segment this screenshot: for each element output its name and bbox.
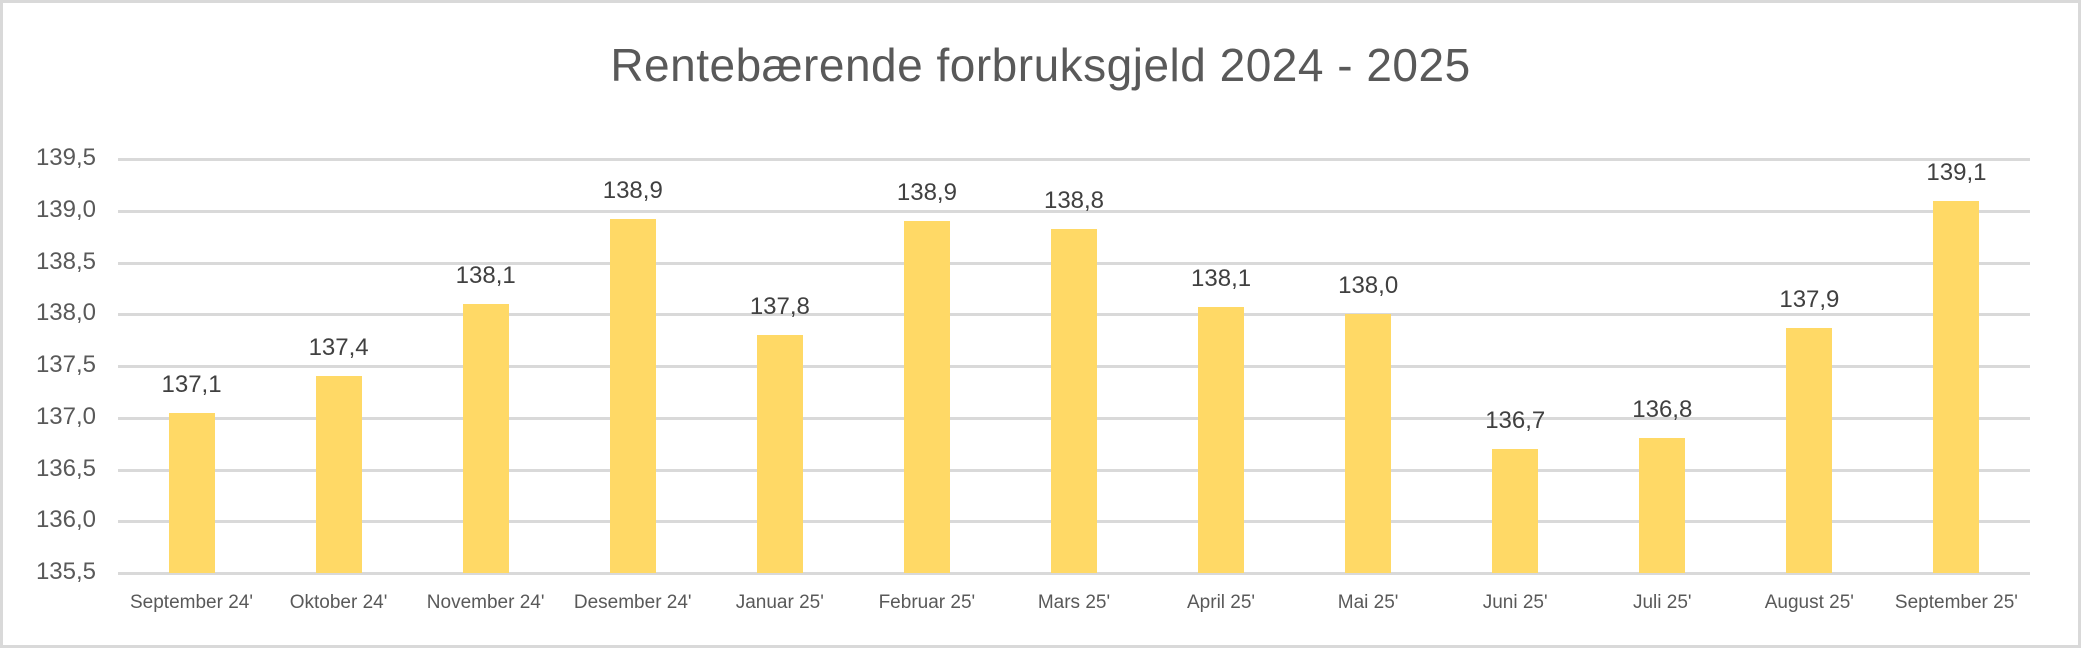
bar	[168, 412, 215, 573]
x-tick-label: November 24'	[426, 592, 545, 613]
bar	[1345, 314, 1392, 573]
y-tick-label: 138,5	[35, 247, 96, 275]
data-label: 138,0	[1338, 272, 1399, 300]
y-tick-label: 138,0	[35, 299, 96, 327]
x-tick-label: Januar 25'	[735, 592, 824, 613]
gridline	[118, 572, 2030, 575]
chart-title: Rentebærende forbruksgjeld 2024 - 2025	[610, 39, 1471, 91]
data-label: 138,8	[1043, 187, 1105, 215]
x-tick-label: Juli 25'	[1632, 592, 1692, 613]
bar	[315, 376, 362, 573]
data-label: 137,9	[1779, 285, 1840, 313]
y-tick-label: 139,0	[35, 195, 96, 223]
y-tick-label: 139,5	[35, 144, 96, 171]
bar	[609, 219, 656, 573]
bar	[1786, 327, 1833, 573]
bar	[1198, 307, 1245, 573]
y-tick-label: 137,5	[35, 351, 96, 378]
x-tick-label: April 25'	[1187, 592, 1256, 613]
x-tick-label: Desember 24'	[573, 592, 692, 613]
bar	[756, 334, 803, 573]
data-label: 138,9	[602, 177, 663, 205]
gridline	[118, 209, 2030, 213]
plot-area: 137,1 September 24' 137,4 Oktober 24' 138,1 N…	[118, 0, 2030, 648]
x-tick-label: September 25'	[1894, 592, 2018, 613]
bar	[1639, 438, 1686, 573]
x-tick-label: August 25'	[1764, 592, 1854, 613]
gridline	[118, 158, 2030, 161]
x-tick-label: Februar 25'	[878, 592, 976, 613]
bar	[903, 221, 950, 573]
bar	[462, 303, 509, 573]
y-tick-label: 137,0	[35, 402, 96, 430]
data-label: 137,4	[308, 334, 369, 362]
data-label: 137,1	[161, 370, 222, 398]
x-tick-label: Mai 25'	[1337, 592, 1399, 613]
x-tick-label: Oktober 24'	[289, 592, 388, 613]
data-label: 138,9	[896, 179, 957, 207]
x-tick-label: Mars 25'	[1037, 592, 1111, 613]
data-label: 138,1	[455, 261, 516, 289]
data-label: 136,8	[1632, 396, 1693, 424]
x-tick-label: Juni 25'	[1482, 592, 1548, 613]
bar	[1051, 229, 1097, 573]
data-label: 139,1	[1926, 159, 1987, 187]
y-tick-label: 136,5	[35, 454, 96, 482]
data-label: 137,8	[749, 292, 810, 320]
y-tick-label: 135,5	[35, 558, 96, 585]
data-label: 136,7	[1485, 406, 1546, 434]
bar	[1933, 201, 1980, 573]
data-label: 138,1	[1191, 265, 1252, 292]
x-tick-label: September 24'	[130, 592, 253, 613]
y-tick-label: 136,0	[35, 506, 96, 534]
bar	[1492, 448, 1539, 573]
